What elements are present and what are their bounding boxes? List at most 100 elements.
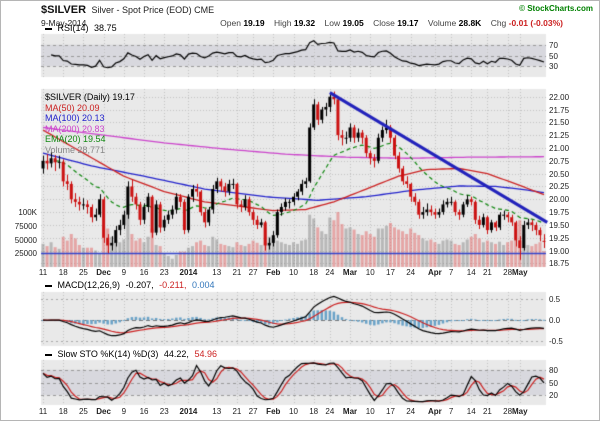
- x-axis-tick: 11: [38, 407, 48, 416]
- close-value: 19.17: [397, 18, 419, 28]
- chart-date: 9-May-2014: [41, 18, 87, 28]
- volume-axis-label: 75000: [14, 221, 37, 231]
- legend-item: MA(50) 20.09: [45, 102, 100, 113]
- x-axis-tick: 25: [78, 268, 88, 277]
- volume-axis-label: 25000: [14, 249, 37, 259]
- price-axis-label: 18.75: [549, 259, 570, 269]
- x-axis-tick: 18: [58, 268, 68, 277]
- macd-label: MACD(12,26,9): [57, 280, 121, 290]
- macd-signal-value: -0.211,: [159, 280, 187, 290]
- volume-axis-label: 50000: [14, 235, 37, 245]
- rsi-legend: RSI(14) 38.75: [45, 23, 117, 33]
- x-axis-tick: 16: [139, 268, 149, 277]
- price-axis-label: 19.50: [549, 220, 570, 230]
- x-axis-tick: 21: [482, 407, 492, 416]
- x-axis-tick: 18: [309, 268, 319, 277]
- chg-value: -0.01 (-0.03%): [508, 18, 563, 28]
- x-axis-tick: 2014: [179, 407, 198, 416]
- price-axis-label: 20.25: [549, 182, 570, 192]
- legend-item: $SILVER (Daily) 19.17: [45, 92, 135, 102]
- price-axis-label: 20.75: [549, 156, 570, 166]
- rsi-label: RSI(14): [57, 23, 89, 33]
- x-axis-tick: 17: [386, 268, 395, 277]
- x-axis-tick: Feb: [266, 407, 281, 416]
- sto-legend: Slow STO %K(14) %D(3) 44.22, 54.96: [45, 349, 217, 359]
- price-axis-label: 19.25: [549, 233, 570, 243]
- x-axis-tick: 9: [121, 268, 127, 277]
- x-axis-tick: 10: [289, 268, 298, 277]
- legend-item: Volume 28,771: [45, 144, 106, 155]
- x-axis-tick: 9: [121, 407, 127, 416]
- open-label: Open: [220, 18, 241, 28]
- x-axis-tick: 10: [289, 407, 298, 416]
- sto-axis-label: 80: [549, 365, 558, 375]
- x-axis-tick: Dec: [96, 268, 111, 277]
- x-axis-tick: 10: [365, 268, 375, 277]
- x-axis-tick: 24: [325, 268, 335, 277]
- x-axis-tick: 7: [448, 407, 454, 416]
- price-axis-label: 21.50: [549, 118, 570, 128]
- legend-item: MA(200) 20.83: [45, 123, 105, 134]
- x-axis-tick: May: [511, 268, 528, 277]
- price-axis-label: 20.00: [549, 195, 570, 205]
- ticker-symbol: $SILVER: [41, 4, 87, 16]
- sto-axis-label: 50: [549, 378, 558, 388]
- x-axis-tick: 13: [212, 268, 222, 277]
- x-axis-tick: 17: [386, 407, 395, 416]
- stockcharts-copyright-link[interactable]: © StockCharts.com: [519, 4, 593, 13]
- sto-label: Slow STO %K(14) %D(3): [57, 349, 159, 359]
- rsi-value: 38.75: [94, 23, 117, 33]
- quote-strip: Open 19.19 High 19.32 Low 19.05 Close 19…: [213, 18, 563, 28]
- sto-axis-label: 20: [549, 391, 558, 401]
- macd-axis-label: -0.5: [549, 337, 563, 347]
- high-value: 19.32: [293, 18, 316, 28]
- x-axis-tick: 28: [503, 268, 513, 277]
- x-axis-tick: 21: [232, 268, 242, 277]
- x-axis-tick: 24: [406, 268, 416, 277]
- x-axis-tick: 23: [159, 268, 169, 277]
- x-axis-tick: 13: [212, 407, 222, 416]
- price-axis-label: 20.50: [549, 169, 570, 179]
- volume-label: Volume: [427, 18, 457, 28]
- x-axis-tick: 27: [248, 268, 258, 277]
- macd-value: -0.207,: [125, 280, 154, 290]
- volume-axis-label: 100K: [18, 208, 37, 217]
- macd-legend: MACD(12,26,9) -0.207, -0.211, 0.004: [45, 280, 215, 290]
- sto-d-value: 54.96: [194, 349, 217, 359]
- x-axis-tick: 11: [38, 268, 48, 277]
- x-axis-tick: 27: [248, 407, 258, 416]
- macd-hist-value: 0.004: [191, 280, 215, 290]
- x-axis-tick: 18: [58, 407, 68, 416]
- close-label: Close: [373, 18, 395, 28]
- volume-value: 28.8K: [458, 18, 482, 28]
- open-value: 19.19: [243, 18, 265, 28]
- price-axis-label: 21.00: [549, 143, 570, 153]
- x-axis-tick: Feb: [266, 268, 281, 277]
- legend-item: EMA(20) 19.54: [45, 134, 106, 144]
- x-axis-tick: Dec: [96, 407, 111, 416]
- x-axis-tick: 7: [448, 268, 454, 277]
- x-axis-tick: 14: [466, 268, 476, 277]
- sto-line-icon: [45, 353, 52, 356]
- rsi-axis-label: 70: [549, 40, 558, 50]
- price-axis-label: 21.75: [549, 105, 570, 115]
- x-axis-tick: 25: [78, 407, 88, 416]
- x-axis-tick: 24: [406, 407, 416, 416]
- x-axis-tick: 21: [232, 407, 242, 416]
- chart-title: Silver - Spot Price (EOD) CME: [91, 5, 215, 15]
- price-axis-label: 21.25: [549, 131, 570, 141]
- macd-line-icon: [45, 284, 52, 287]
- low-label: Low: [324, 18, 341, 28]
- x-axis-tick: 18: [309, 407, 319, 416]
- x-axis-tick: Mar: [342, 407, 358, 416]
- chg-label: Chg: [490, 18, 507, 28]
- price-legend: $SILVER (Daily) 19.17 MA(50) 20.09 MA(100)…: [45, 92, 135, 155]
- price-axis-label: 22.00: [549, 92, 570, 102]
- x-axis-tick: Mar: [342, 268, 358, 277]
- rsi-axis-label: 50: [549, 51, 558, 61]
- macd-axis-label: 0.0: [549, 316, 561, 326]
- x-axis-tick: May: [511, 407, 528, 416]
- x-axis-tick: 28: [503, 407, 513, 416]
- price-axis-label: 19.00: [549, 246, 570, 256]
